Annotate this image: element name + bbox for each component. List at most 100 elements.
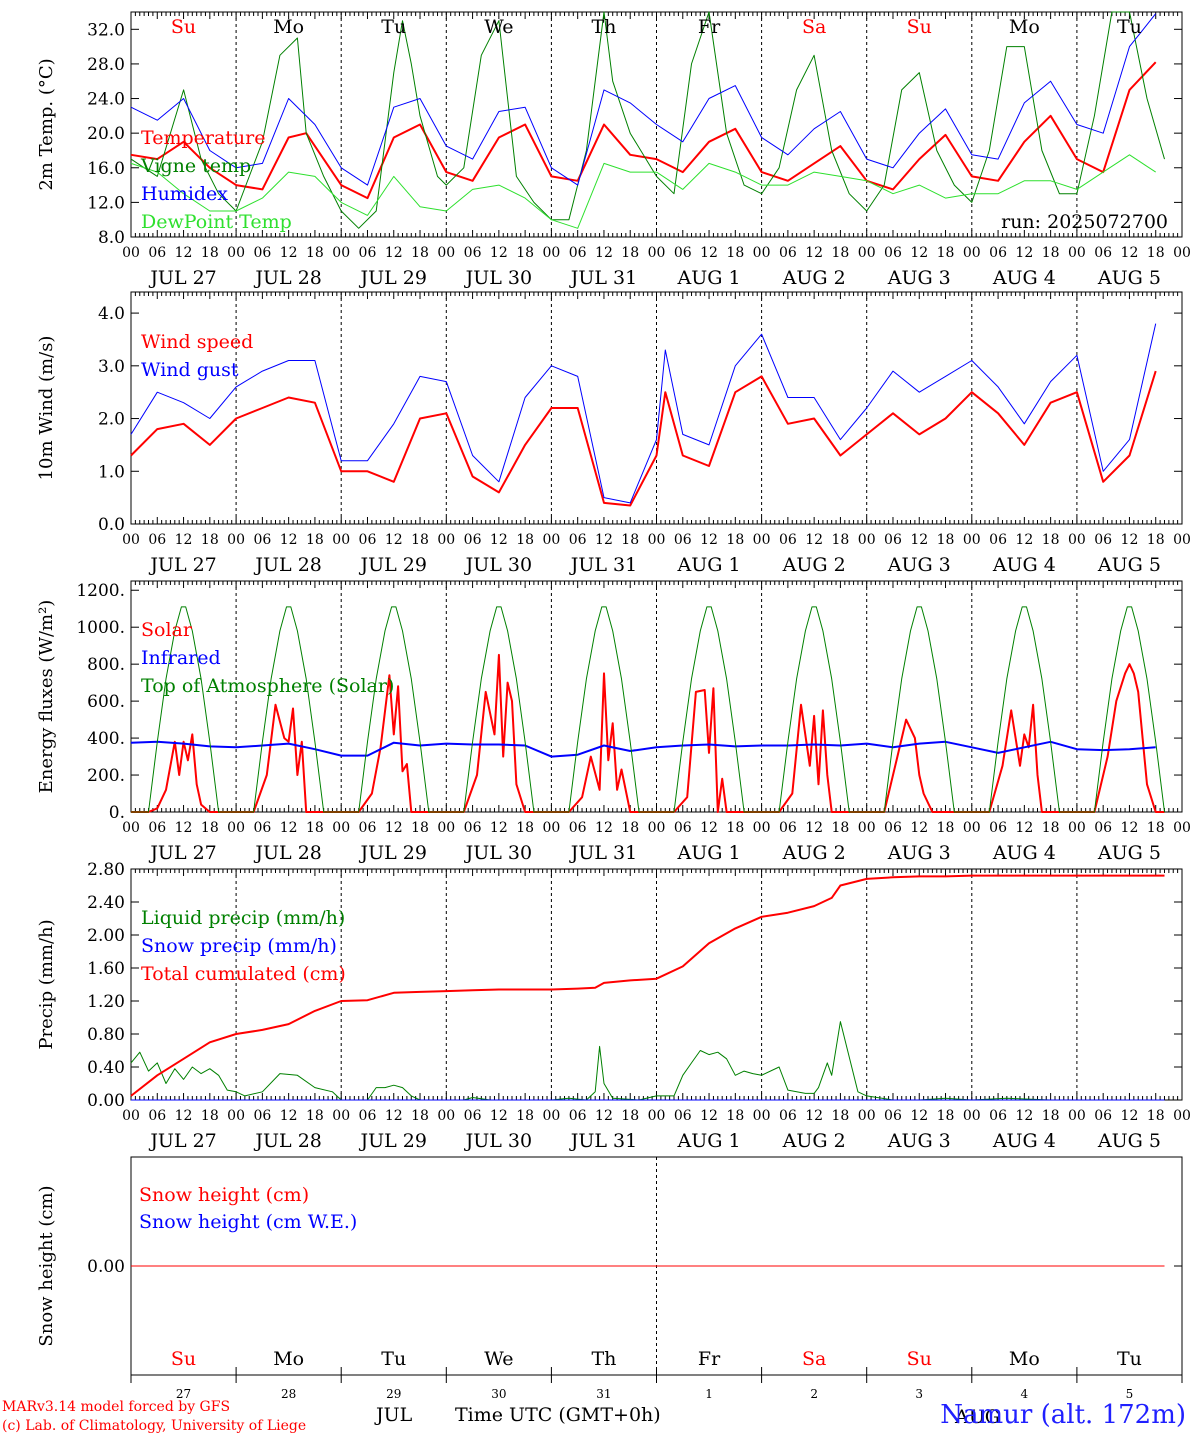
hour-label: 18 — [201, 820, 219, 836]
hour-label: 18 — [516, 820, 534, 836]
date-label: JUL 27 — [148, 554, 216, 576]
hour-label: 06 — [884, 1108, 902, 1124]
hour-label: 18 — [306, 820, 324, 836]
hour-label: 12 — [175, 245, 193, 261]
hour-label: 00 — [1173, 532, 1191, 548]
y-tick-label: 2.00 — [87, 926, 125, 946]
hour-label: 00 — [963, 1108, 981, 1124]
weekday-label: Tu — [1117, 1348, 1142, 1370]
series-line — [131, 606, 1165, 813]
y-tick-label: 8.0 — [98, 228, 125, 248]
hour-label: 00 — [753, 532, 771, 548]
hour-label: 00 — [437, 820, 455, 836]
y-tick-label: 28.0 — [87, 55, 125, 75]
hour-label: 12 — [595, 1108, 613, 1124]
date-label: AUG 2 — [782, 1130, 846, 1152]
hour-label: 12 — [1121, 245, 1139, 261]
hour-label: 12 — [700, 820, 718, 836]
series-line — [130, 740, 1156, 758]
hour-label: 00 — [227, 245, 245, 261]
y-tick-label: 2.40 — [87, 893, 125, 913]
hour-label: 12 — [175, 532, 193, 548]
date-label: AUG 2 — [782, 554, 846, 576]
y-tick-label: 2.80 — [87, 860, 125, 880]
hour-label: 00 — [227, 532, 245, 548]
hour-label: 18 — [201, 532, 219, 548]
date-label: JUL 27 — [148, 1130, 216, 1152]
hour-label: 18 — [411, 1108, 429, 1124]
y-tick-label: 0. — [109, 803, 125, 823]
hour-label: 18 — [937, 1108, 955, 1124]
legend-entry: Temperature — [141, 127, 265, 149]
hour-label: 00 — [648, 245, 666, 261]
date-label: AUG 4 — [992, 267, 1056, 289]
hour-label: 12 — [910, 532, 928, 548]
y-tick-label: 16.0 — [87, 159, 125, 179]
weekday-label: Mo — [273, 1348, 304, 1370]
hour-label: 18 — [937, 820, 955, 836]
hour-label: 06 — [464, 245, 482, 261]
hour-label: 00 — [858, 532, 876, 548]
weekday-label: Su — [171, 16, 196, 38]
day-number: 31 — [596, 1387, 611, 1401]
weekday-label: Tu — [1117, 16, 1142, 38]
date-label: JUL 27 — [148, 267, 216, 289]
hour-label: 12 — [385, 1108, 403, 1124]
hour-label: 12 — [910, 1108, 928, 1124]
legend-entry: Humidex — [141, 183, 228, 205]
hour-label: 18 — [516, 245, 534, 261]
hour-label: 06 — [1094, 245, 1112, 261]
date-label: AUG 4 — [992, 554, 1056, 576]
date-label: JUL 31 — [569, 267, 637, 289]
hour-label: 00 — [858, 1108, 876, 1124]
weekday-label: Su — [171, 1348, 196, 1370]
hour-label: 18 — [516, 1108, 534, 1124]
hour-label: 00 — [753, 1108, 771, 1124]
legend-entry: Total cumulated (cm) — [141, 963, 346, 985]
hour-label: 12 — [385, 820, 403, 836]
date-label: JUL 29 — [359, 1130, 427, 1152]
hour-label: 06 — [148, 820, 166, 836]
hour-label: 18 — [621, 1108, 639, 1124]
month-label: JUL — [376, 1404, 413, 1426]
series-line — [130, 11, 1165, 229]
y-tick-label: 0.00 — [87, 1257, 125, 1277]
hour-label: 00 — [648, 1108, 666, 1124]
hour-label: 18 — [621, 245, 639, 261]
date-label: JUL 31 — [569, 842, 637, 864]
weekday-label: Su — [907, 1348, 932, 1370]
date-label: AUG 5 — [1097, 554, 1161, 576]
date-label: AUG 2 — [782, 267, 846, 289]
date-label: JUL 30 — [464, 1130, 532, 1152]
y-tick-label: 1200. — [76, 581, 125, 601]
lab-credit: (c) Lab. of Climatology, University of L… — [2, 1418, 307, 1434]
day-number: 30 — [491, 1387, 506, 1401]
weekday-label: Mo — [1009, 16, 1040, 38]
series-line — [130, 13, 1157, 186]
date-label: JUL 28 — [253, 267, 321, 289]
hour-label: 12 — [805, 820, 823, 836]
y-tick-label: 1000. — [76, 618, 125, 638]
hour-label: 00 — [1068, 820, 1086, 836]
hour-label: 00 — [1068, 532, 1086, 548]
station-name: Namur (alt. 172m) — [940, 1400, 1186, 1430]
y-tick-label: 24.0 — [87, 90, 125, 110]
hour-label: 06 — [253, 1108, 271, 1124]
hour-label: 12 — [280, 245, 298, 261]
hour-label: 00 — [332, 1108, 350, 1124]
date-label: JUL 30 — [464, 842, 532, 864]
hour-label: 06 — [884, 245, 902, 261]
weekday-label: Tu — [381, 1348, 406, 1370]
hour-label: 06 — [359, 1108, 377, 1124]
hour-label: 00 — [542, 820, 560, 836]
hour-label: 00 — [227, 820, 245, 836]
hour-label: 00 — [437, 532, 455, 548]
day-number: 1 — [705, 1387, 713, 1401]
hour-label: 06 — [464, 532, 482, 548]
hour-label: 06 — [1094, 820, 1112, 836]
hour-label: 18 — [306, 1108, 324, 1124]
series-line — [130, 154, 1156, 229]
y-tick-label: 0.00 — [87, 1091, 125, 1111]
date-label: AUG 3 — [887, 267, 951, 289]
